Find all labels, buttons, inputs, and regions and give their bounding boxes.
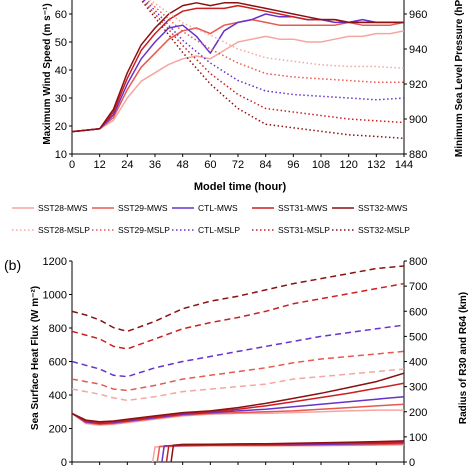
- panel-a-xtick-label: 60: [204, 159, 216, 171]
- series-line-sst32-r64: [170, 440, 404, 462]
- legend-label: SST28-MSLP: [38, 225, 90, 235]
- panel-a-ytick-label-right: 900: [409, 114, 427, 126]
- panel-b: (b) Sea Surface Heat Flux (W m⁻²) Radius…: [4, 256, 469, 469]
- panel-a-ytick-label-right: 940: [409, 44, 427, 56]
- legend-label: SST29-MSLP: [118, 225, 170, 235]
- series-line-sst28-mws: [72, 30, 404, 133]
- legend-label: SST29-MWS: [118, 203, 168, 213]
- panel-b-ytick-label-left: 400: [49, 390, 67, 402]
- panel-a-ytick-label-left: 20: [55, 121, 67, 133]
- series-line-sst28-mslp: [149, 0, 404, 70]
- panel-b-ytick-label-right: 600: [409, 306, 427, 318]
- panel-a-xtick-label: 36: [149, 159, 161, 171]
- series-line-sst31-hf: [72, 382, 404, 424]
- panel-a-xtick-label: 108: [312, 159, 330, 171]
- legend-label: CTL-MWS: [198, 203, 238, 213]
- panel-a-xlabel: Model time (hour): [194, 181, 287, 193]
- panel-a-ytick-label-right: 880: [409, 149, 427, 161]
- series-line-sst29-r30: [72, 350, 404, 392]
- panel-a-xtick-label: 72: [232, 159, 244, 171]
- panel-b-ytick-label-left: 1200: [43, 256, 67, 268]
- panel-b-series-group: [72, 265, 404, 462]
- panel-a: Maximum Wind Speed (m s⁻¹) Minimum Sea L…: [12, 0, 465, 235]
- panel-a-ytick-label-left: 60: [55, 9, 67, 21]
- panel-b-ytick-label-right: 200: [409, 407, 427, 419]
- series-line-sst28-r30: [72, 368, 404, 402]
- legend-label: CTL-MSLP: [198, 225, 240, 235]
- panel-b-ytick-label-left: 200: [49, 424, 67, 436]
- legend-label: SST31-MWS: [278, 203, 328, 213]
- panel-a-xtick-label: 0: [69, 159, 75, 171]
- legend-label: SST32-MWS: [358, 203, 408, 213]
- panel-a-ytick-label-left: 10: [55, 149, 67, 161]
- panel-b-ylabel-right: Radius of R30 and R64 (km): [458, 292, 469, 424]
- panel-a-xtick-label: 144: [395, 159, 413, 171]
- panel-a-ylabel-right: Minimum Sea Level Pressure (hPa): [454, 0, 465, 157]
- panel-a-ytick-label-right: 960: [409, 9, 427, 21]
- panel-a-ytick-label-left: 30: [55, 93, 67, 105]
- panel-a-ytick-label-left: 40: [55, 65, 67, 77]
- panel-b-ytick-label-right: 300: [409, 382, 427, 394]
- panel-b-ytick-label-left: 600: [49, 357, 67, 369]
- panel-b-ytick-label-left: 0: [61, 457, 67, 469]
- panel-a-xtick-label: 120: [339, 159, 357, 171]
- series-line-sst32-mslp: [140, 0, 404, 140]
- panel-b-ytick-label-left: 800: [49, 323, 67, 335]
- series-line-sst31-mws: [72, 4, 404, 133]
- panel-b-ytick-label-right: 500: [409, 331, 427, 343]
- panel-b-label: (b): [4, 257, 21, 273]
- panel-a-xtick-label: 24: [121, 159, 133, 171]
- legend-label: SST28-MWS: [38, 203, 88, 213]
- panel-b-ytick-label-right: 0: [409, 457, 415, 469]
- panel-a-series-group: [72, 0, 404, 140]
- panel-b-ytick-label-left: 1000: [43, 290, 67, 302]
- panel-b-ytick-label-right: 100: [409, 432, 427, 444]
- panel-b-ytick-label-right: 700: [409, 281, 427, 293]
- panel-b-ytick-label-right: 400: [409, 357, 427, 369]
- panel-a-ylabel-left: Maximum Wind Speed (m s⁻¹): [42, 3, 53, 144]
- legend-label: SST32-MSLP: [358, 225, 410, 235]
- panel-a-xtick-label: 132: [367, 159, 385, 171]
- panel-a-xtick-label: 12: [94, 159, 106, 171]
- series-line-sst28-hf: [72, 409, 404, 426]
- series-line-sst31-r30: [72, 282, 404, 350]
- series-line-sst32-hf: [72, 372, 404, 423]
- panel-b-ylabel-left: Sea Surface Heat Flux (W m⁻²): [30, 286, 41, 430]
- series-line-sst29-mslp: [145, 0, 404, 84]
- series-line-sst29-hf: [72, 403, 404, 426]
- series-line-sst32-r30: [72, 265, 404, 333]
- series-line-ctl-r30: [72, 324, 404, 378]
- legend-label: SST31-MSLP: [278, 225, 330, 235]
- series-line-sst31-mslp: [141, 0, 404, 124]
- series-line-sst28-r64: [151, 444, 404, 462]
- panel-a-xtick-label: 48: [177, 159, 189, 171]
- series-line-ctl-mws: [72, 13, 404, 133]
- panel-a-xtick-label: 96: [287, 159, 299, 171]
- series-line-ctl-hf: [72, 395, 404, 425]
- panel-a-xtick-label: 84: [260, 159, 272, 171]
- legend: SST28-MWS SST29-MWS CTL-MWS SST31-MWS SST32-…: [12, 203, 410, 235]
- panel-b-ytick-label-right: 800: [409, 256, 427, 268]
- panel-a-ytick-label-left: 50: [55, 37, 67, 49]
- series-line-sst32-mws: [72, 2, 404, 133]
- panel-a-ytick-label-right: 920: [409, 79, 427, 91]
